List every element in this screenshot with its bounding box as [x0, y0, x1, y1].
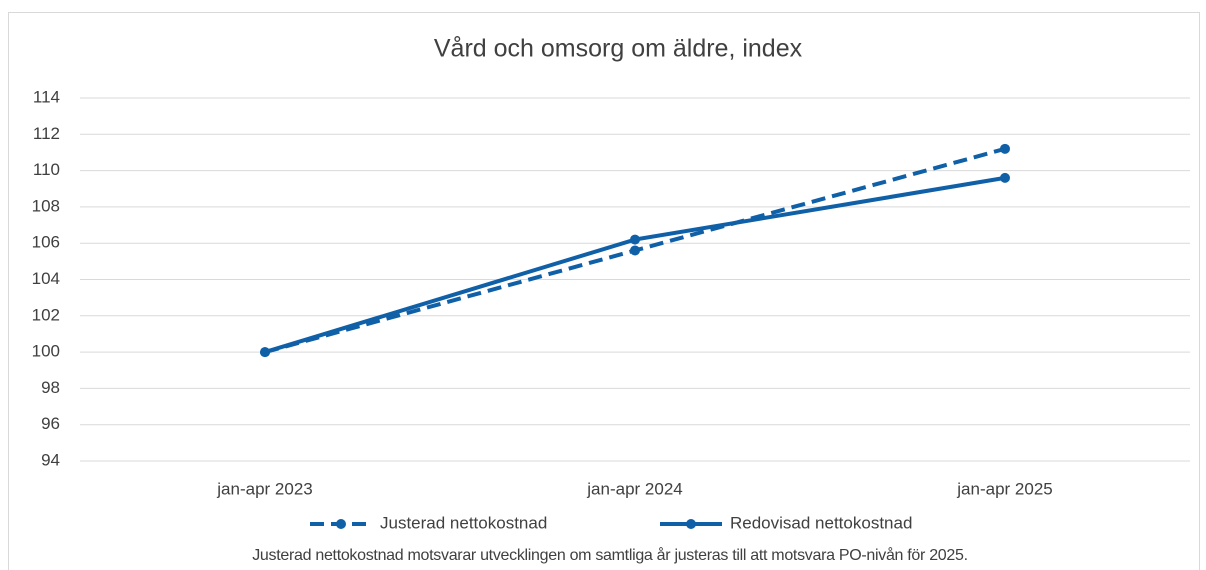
y-tick-label: 104 — [32, 269, 60, 288]
footnote: Justerad nettokostnad motsvarar utveckli… — [252, 546, 968, 564]
data-point — [630, 245, 640, 256]
x-tick-label: jan-apr 2024 — [586, 479, 682, 498]
y-tick-label: 108 — [32, 196, 60, 215]
y-tick-label: 106 — [32, 233, 60, 252]
y-tick-label: 94 — [41, 450, 60, 469]
y-tick-label: 96 — [41, 414, 60, 433]
chart-border — [8, 12, 1200, 570]
y-tick-label: 114 — [33, 87, 60, 106]
legend-marker — [686, 519, 696, 529]
data-point — [1000, 172, 1010, 183]
data-point — [630, 234, 640, 245]
y-tick-label: 102 — [32, 305, 60, 324]
legend-label: Justerad nettokostnad — [380, 513, 547, 532]
chart-title: Vård och omsorg om äldre, index — [434, 35, 803, 63]
data-point — [1000, 143, 1010, 154]
data-point — [260, 347, 270, 358]
legend-marker — [336, 519, 346, 529]
y-tick-label: 98 — [41, 378, 60, 397]
legend-label: Redovisad nettokostnad — [730, 513, 912, 532]
x-tick-label: jan-apr 2023 — [216, 479, 312, 498]
y-tick-label: 100 — [32, 342, 60, 361]
y-tick-label: 110 — [33, 160, 60, 179]
y-tick-label: 112 — [33, 124, 60, 143]
x-tick-label: jan-apr 2025 — [956, 479, 1052, 498]
